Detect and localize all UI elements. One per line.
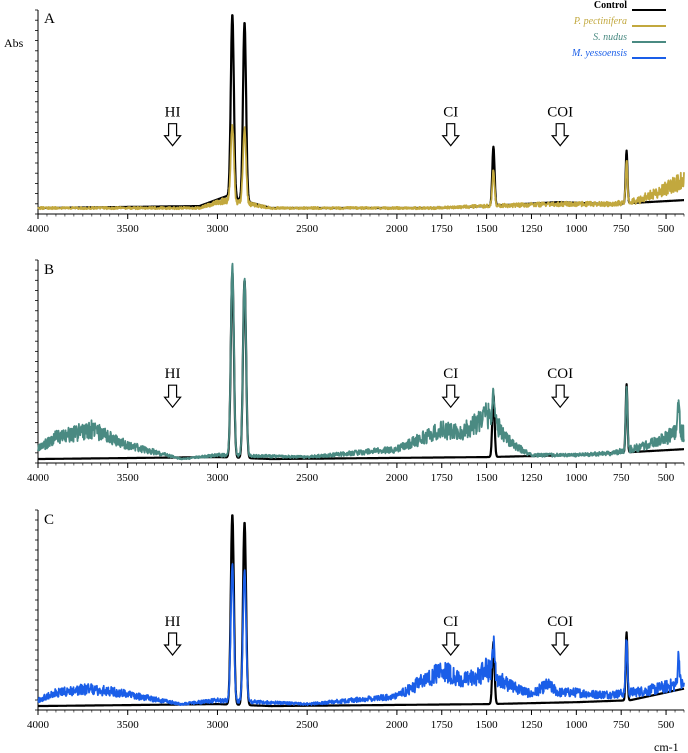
legend-label: M. yessoensis (571, 48, 627, 59)
x-tick-label: 1000 (565, 719, 588, 731)
annotation-arrow (550, 384, 570, 409)
annotation-arrow (441, 632, 460, 656)
x-tick-label: 750 (613, 719, 630, 731)
panel-letter: B (44, 262, 54, 278)
annotation-label: COI (547, 366, 573, 382)
x-tick-label: 2000 (386, 719, 409, 731)
x-tick-label: 3000 (206, 472, 229, 484)
annotation-label: HI (165, 614, 181, 630)
series-line-m-yessoensis (37, 563, 685, 706)
panels: 4000 3500 3000 2500 2000 1750 1500 1250 1000 750 5… (27, 9, 685, 731)
x-tick-label: 2500 (296, 472, 319, 484)
x-tick-label: 1250 (520, 472, 543, 484)
series-line-control (37, 14, 685, 210)
series-line-control (37, 272, 685, 461)
x-tick-label: 500 (658, 223, 675, 235)
x-axis-unit-label: cm-1 (654, 740, 679, 753)
x-tick-label: 1250 (520, 719, 543, 731)
x-tick-label: 4000 (27, 223, 50, 235)
x-tick-label: 2000 (386, 223, 409, 235)
x-tick-label: 750 (613, 472, 630, 484)
panel-c: 4000 3500 3000 2500 2000 1750 1500 1250 1000 750 5… (27, 509, 685, 731)
x-tick-label: 3500 (117, 719, 140, 731)
x-tick-label: 2000 (386, 472, 409, 484)
x-tick-label: 1500 (476, 472, 499, 484)
annotation-label: HI (165, 105, 181, 121)
annotation-label: COI (547, 614, 573, 630)
x-tick-label: 1250 (520, 223, 543, 235)
panel-a: 4000 3500 3000 2500 2000 1750 1500 1250 1000 750 5… (27, 9, 685, 235)
x-tick-label: 2500 (296, 719, 319, 731)
x-tick-label: 500 (658, 472, 675, 484)
annotation-arrow (441, 384, 460, 409)
annotation-arrow (441, 123, 460, 147)
x-tick-label: 1750 (431, 472, 454, 484)
x-tick-label: 750 (613, 223, 630, 235)
x-tick-label: 3500 (117, 472, 140, 484)
x-tick-label: 4000 (27, 719, 50, 731)
x-tick-label: 1500 (476, 223, 499, 235)
series-line-s-nudus (37, 262, 685, 461)
annotation-label: CI (443, 366, 458, 382)
x-tick-label: 1750 (431, 719, 454, 731)
annotation-arrow (550, 632, 570, 656)
x-tick-label: 3000 (206, 719, 229, 731)
annotation-arrow (163, 123, 182, 147)
panel-letter: A (44, 11, 55, 27)
x-tick-label: 1000 (565, 223, 588, 235)
x-tick-label: 4000 (27, 472, 50, 484)
x-tick-label: 3000 (206, 223, 229, 235)
annotation-arrow (163, 384, 182, 409)
annotation-label: CI (443, 614, 458, 630)
x-tick-label: 1500 (476, 719, 499, 731)
y-axis-label: Abs (4, 36, 24, 50)
annotation-label: HI (165, 366, 181, 382)
x-tick-label: 2500 (296, 223, 319, 235)
series-line-control (37, 514, 685, 708)
annotation-label: CI (443, 105, 458, 121)
panel-b: 4000 3500 3000 2500 2000 1750 1500 1250 1000 750 5… (27, 259, 685, 484)
legend-label: P. pectinifera (573, 16, 627, 27)
x-tick-label: 3500 (117, 223, 140, 235)
x-tick-label: 500 (658, 719, 675, 731)
x-tick-label: 1750 (431, 223, 454, 235)
legend: Control P. pectinifera S. nudus M. yessoens… (571, 0, 666, 59)
annotation-label: COI (547, 105, 573, 121)
legend-label: S. nudus (593, 32, 627, 43)
annotation-arrow (550, 123, 570, 147)
x-tick-label: 1000 (565, 472, 588, 484)
panel-letter: C (44, 512, 54, 528)
annotation-arrow (163, 632, 182, 656)
series-line-p-pectinifera (37, 124, 685, 211)
legend-label: Control (594, 0, 627, 11)
